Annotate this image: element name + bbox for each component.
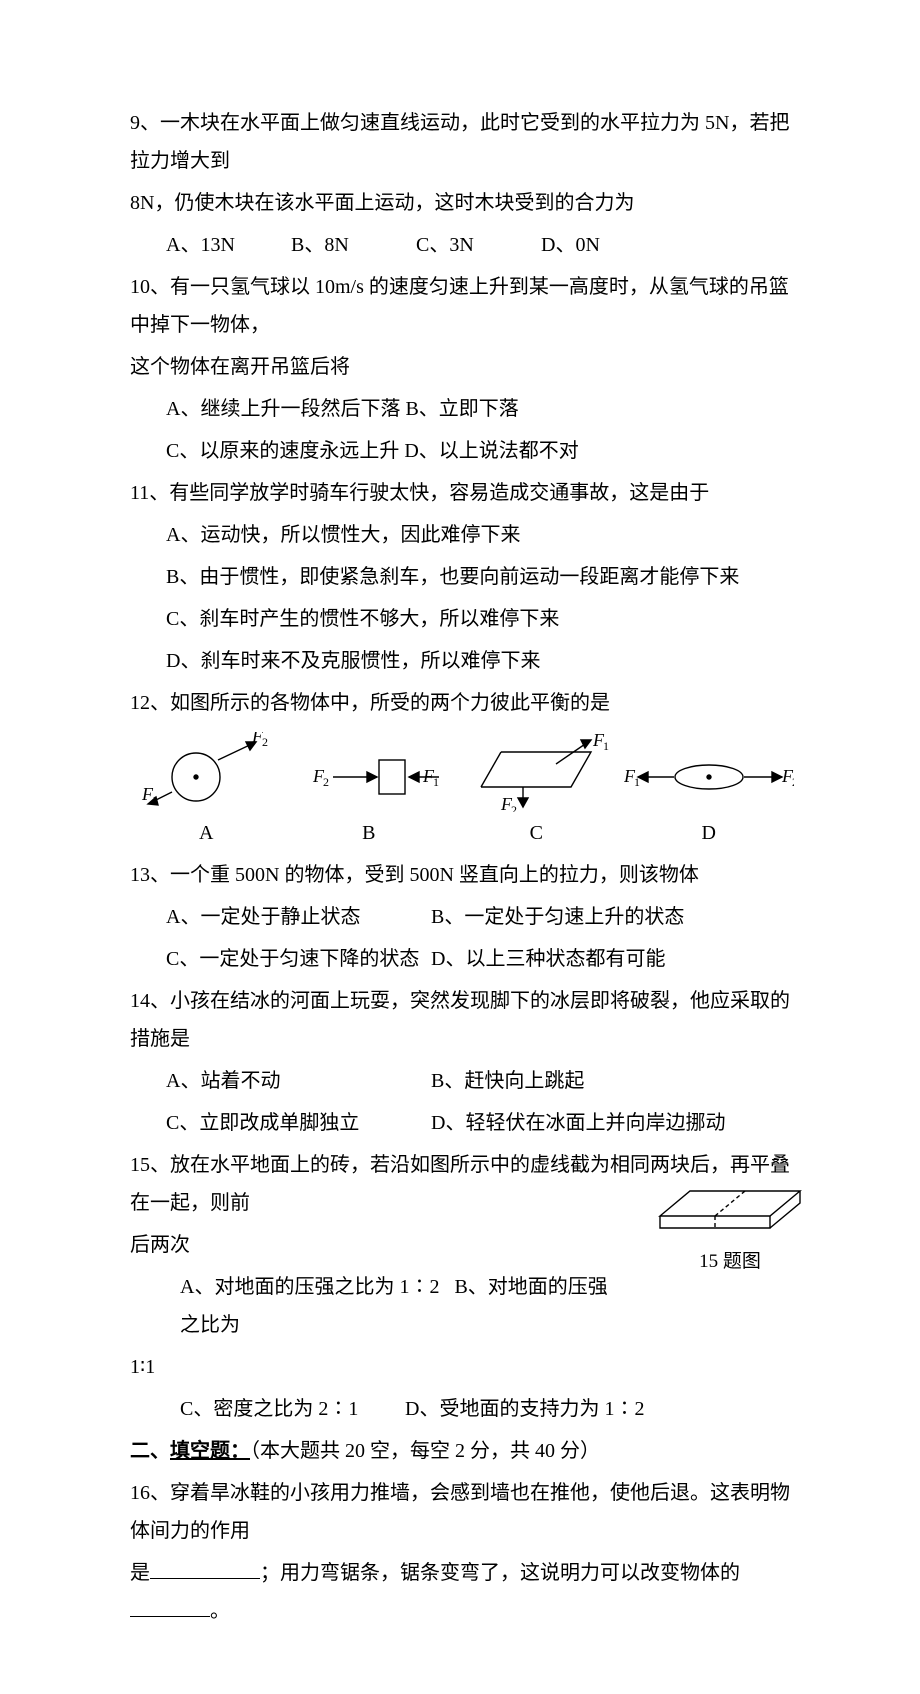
q15-opt-b-tail: 1∶1	[130, 1348, 800, 1386]
svg-text:1: 1	[433, 775, 439, 789]
q10-stem-line2: 这个物体在离开吊篮后将	[130, 348, 800, 386]
q13-opt-c: C、一定处于匀速下降的状态	[166, 940, 426, 978]
svg-text:2: 2	[511, 803, 517, 812]
q11-opt-c: C、刹车时产生的惯性不够大，所以难停下来	[130, 600, 800, 638]
q12-fig-a: F1 F2 A	[136, 732, 276, 852]
q12-svg-c: F1 F2	[461, 732, 611, 812]
section2-rest: （本大题共 20 空，每空 2 分，共 40 分）	[250, 1440, 600, 1462]
q14-opt-a: A、站着不动	[166, 1062, 426, 1100]
q11-opt-a: A、运动快，所以惯性大，因此难停下来	[130, 516, 800, 554]
q14-opt-c: C、立即改成单脚独立	[166, 1104, 426, 1142]
q12-fig-c: F1 F2 C	[461, 732, 611, 852]
q16-mid: ；用力弯锯条，锯条变弯了，这说明力可以改变物体的	[260, 1562, 740, 1584]
q15-row2: C、密度之比为 2∶1 D、受地面的支持力为 1∶2	[130, 1390, 800, 1428]
q15-figure: 15 题图	[650, 1176, 810, 1280]
q16-blank2	[130, 1594, 210, 1617]
q10-stem-line1: 10、有一只氢气球以 10m/s 的速度匀速上升到某一高度时，从氢气球的吊篮中掉…	[130, 268, 800, 344]
q10-row1: A、继续上升一段然后下落 B、立即下落	[130, 390, 800, 428]
q10-opt-a: A、继续上升一段然后下落	[166, 398, 400, 420]
q14-stem: 14、小孩在结冰的河面上玩耍，突然发现脚下的冰层即将破裂，他应采取的措施是	[130, 982, 800, 1058]
q9-options: A、13N B、8N C、3N D、0N	[130, 226, 800, 264]
q10-opt-d: D、以上说法都不对	[404, 440, 578, 462]
q9-opt-d: D、0N	[541, 226, 661, 264]
q15-opt-d: D、受地面的支持力为 1∶2	[405, 1398, 644, 1420]
q12-label-c: C	[461, 814, 611, 852]
q10-opt-b: B、立即下落	[405, 398, 518, 420]
svg-text:2: 2	[262, 735, 268, 749]
svg-text:1: 1	[603, 739, 609, 753]
svg-text:1: 1	[634, 775, 640, 789]
q16-blank1	[150, 1556, 260, 1579]
q12-figures: F1 F2 A F2 F1 B	[130, 732, 800, 852]
svg-text:1: 1	[152, 793, 158, 807]
q12-fig-b: F2 F1 B	[289, 732, 449, 852]
q12-label-a: A	[136, 814, 276, 852]
section2-title: 填空题：	[170, 1440, 250, 1462]
q9-opt-a: A、13N	[166, 226, 286, 264]
svg-text:2: 2	[323, 775, 329, 789]
q9-stem-line2: 8N，仍使木块在该水平面上运动，这时木块受到的合力为	[130, 184, 800, 222]
q15-figlabel: 15 题图	[650, 1244, 810, 1280]
q9-opt-c: C、3N	[416, 226, 536, 264]
q15-svg	[650, 1176, 810, 1236]
q11-stem: 11、有些同学放学时骑车行驶太快，容易造成交通事故，这是由于	[130, 474, 800, 512]
q13-row1: A、一定处于静止状态 B、一定处于匀速上升的状态	[130, 898, 800, 936]
section2-header: 二、填空题：（本大题共 20 空，每空 2 分，共 40 分）	[130, 1432, 800, 1470]
q16-pre: 是	[130, 1562, 150, 1584]
q10-opt-c: C、以原来的速度永远上升	[166, 440, 399, 462]
q11-opt-b: B、由于惯性，即使紧急刹车，也要向前运动一段距离才能停下来	[130, 558, 800, 596]
q15-wrap: 15 题图 15、放在水平地面上的砖，若沿如图所示中的虚线截为相同两块后，再平叠…	[130, 1146, 800, 1428]
q12-stem: 12、如图所示的各物体中，所受的两个力彼此平衡的是	[130, 684, 800, 722]
svg-text:2: 2	[792, 775, 794, 789]
q10-row2: C、以原来的速度永远上升 D、以上说法都不对	[130, 432, 800, 470]
q14-row1: A、站着不动 B、赶快向上跳起	[130, 1062, 800, 1100]
q12-fig-d: F1 F2 D	[624, 732, 794, 852]
q11-opt-d: D、刹车时来不及克服惯性，所以难停下来	[130, 642, 800, 680]
q14-opt-b: B、赶快向上跳起	[431, 1070, 584, 1092]
q13-opt-d: D、以上三种状态都有可能	[431, 948, 665, 970]
q13-stem: 13、一个重 500N 的物体，受到 500N 竖直向上的拉力，则该物体	[130, 856, 800, 894]
section2-pre: 二、	[130, 1440, 170, 1462]
q9-opt-b: B、8N	[291, 226, 411, 264]
q12-svg-a: F1 F2	[136, 732, 276, 812]
q9-stem-line1: 9、一木块在水平面上做匀速直线运动，此时它受到的水平拉力为 5N，若把拉力增大到	[130, 104, 800, 180]
q16-end: 。	[210, 1600, 230, 1622]
q15-opt-a: A、对地面的压强之比为 1∶2	[180, 1276, 439, 1298]
q12-svg-d: F1 F2	[624, 732, 794, 812]
q12-label-d: D	[624, 814, 794, 852]
q13-opt-a: A、一定处于静止状态	[166, 898, 426, 936]
q12-label-b: B	[289, 814, 449, 852]
q12-svg-b: F2 F1	[289, 732, 449, 812]
q13-row2: C、一定处于匀速下降的状态 D、以上三种状态都有可能	[130, 940, 800, 978]
q16-stem-line1: 16、穿着旱冰鞋的小孩用力推墙，会感到墙也在推他，使他后退。这表明物体间力的作用	[130, 1474, 800, 1550]
q13-opt-b: B、一定处于匀速上升的状态	[431, 906, 684, 928]
q14-row2: C、立即改成单脚独立 D、轻轻伏在冰面上并向岸边挪动	[130, 1104, 800, 1142]
q15-opt-c: C、密度之比为 2∶1	[180, 1390, 400, 1428]
q14-opt-d: D、轻轻伏在冰面上并向岸边挪动	[431, 1112, 725, 1134]
q16-stem-line2: 是 ；用力弯锯条，锯条变弯了，这说明力可以改变物体的。	[130, 1554, 800, 1630]
